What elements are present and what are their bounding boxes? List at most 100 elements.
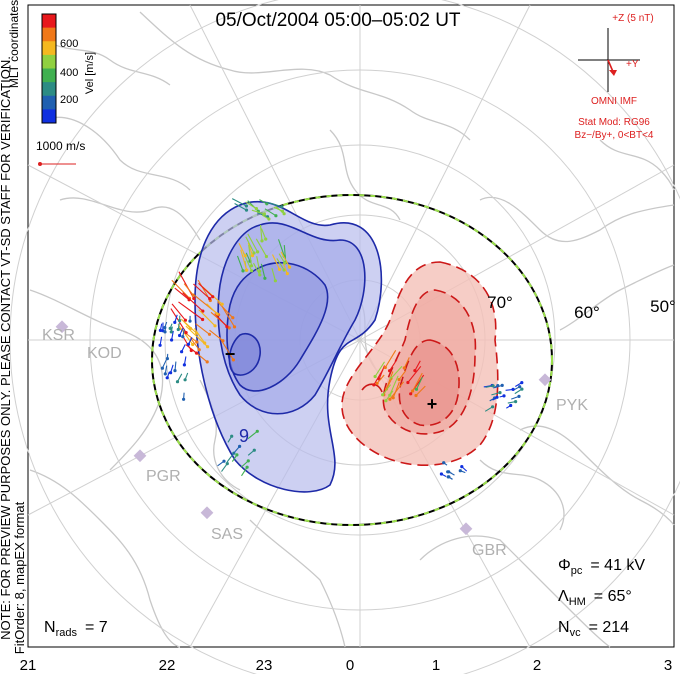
velocity-vector xyxy=(389,375,399,396)
mlt-tick-21: 21 xyxy=(20,657,37,674)
velocity-vector xyxy=(248,244,253,266)
velocity-vector xyxy=(183,283,194,296)
velocity-vector xyxy=(185,325,208,348)
velocity-vector xyxy=(267,201,282,208)
station-label-sas: SAS xyxy=(211,526,243,543)
velocity-vector xyxy=(272,254,280,270)
mlt-tick-3: 3 xyxy=(664,657,672,674)
velocity-vector xyxy=(198,282,214,298)
potential-max-marker: + xyxy=(427,394,438,414)
colorbar-segment xyxy=(42,68,56,83)
mlt-tick-1: 1 xyxy=(432,657,440,674)
velocity-vector xyxy=(178,271,195,299)
velocity-vector xyxy=(374,361,385,377)
velocity-vector xyxy=(169,323,173,329)
velocity-vector xyxy=(511,395,520,400)
velocity-vector xyxy=(373,369,384,386)
station-label-gbr: GBR xyxy=(472,542,507,559)
velocity-vector xyxy=(499,395,505,398)
contour-value-label: 9 xyxy=(239,426,249,446)
negative-cell-core xyxy=(228,333,261,376)
velocity-vector xyxy=(170,364,174,373)
latitude-label-70: 70° xyxy=(487,293,513,312)
negative-potential-cell xyxy=(194,200,383,493)
velocity-vector xyxy=(159,323,163,331)
velocity-vector xyxy=(260,228,267,240)
velocity-vector xyxy=(273,206,283,212)
velocity-vector xyxy=(505,388,514,391)
colorbar-tick-200: 200 xyxy=(60,94,78,106)
stat-phi-pc: Φpc = 41 kV xyxy=(558,557,645,577)
velocity-vector xyxy=(461,466,468,472)
velocity-vector xyxy=(513,386,520,391)
velocity-vector xyxy=(507,401,516,404)
vector-origin xyxy=(169,330,173,334)
velocity-vectors xyxy=(158,198,524,480)
station-marker-sas xyxy=(200,506,214,520)
fit-info: FitOrder: 8, mapEX format xyxy=(12,501,27,654)
velocity-vector xyxy=(384,350,397,368)
vector-origin xyxy=(163,372,167,376)
colorbar-tick-400: 400 xyxy=(60,67,78,79)
velocity-vector xyxy=(247,449,255,456)
latitude-label-50: 50° xyxy=(650,297,676,316)
colorbar-tick-600: 600 xyxy=(60,38,78,50)
velocity-vector xyxy=(182,292,204,312)
velocity-vector xyxy=(491,392,501,396)
velocity-vector xyxy=(278,253,286,264)
velocity-vector xyxy=(260,263,266,279)
velocity-vector xyxy=(460,470,466,474)
velocity-vector xyxy=(415,385,426,396)
velocity-vector xyxy=(407,365,422,383)
mlt-axis: 21 22 23 0 1 2 3 xyxy=(20,657,673,674)
velocity-vector xyxy=(236,255,244,272)
velocity-vector xyxy=(183,356,187,365)
velocity-vector xyxy=(188,337,193,345)
velocity-vector xyxy=(247,430,258,440)
vector-origin xyxy=(176,327,180,332)
velocity-vector xyxy=(183,392,185,400)
colorbar-axis-label: Vel [m/s] xyxy=(84,52,96,94)
velocity-vector xyxy=(283,263,288,274)
velocity-vector xyxy=(255,238,267,257)
stat-n-vc: Nvc = 214 xyxy=(558,619,629,639)
velocity-vector xyxy=(392,381,400,399)
velocity-vector xyxy=(485,385,494,388)
vector-origin xyxy=(181,335,185,339)
velocity-vector xyxy=(514,388,523,395)
preview-watermark: NOTE: FOR PREVIEW PURPOSES ONLY. PLEASE … xyxy=(0,56,13,640)
colorbar-segment xyxy=(42,27,56,42)
velocity-vector xyxy=(181,344,186,352)
velocity-vector xyxy=(234,203,247,211)
station-label-pgr: PGR xyxy=(146,468,181,485)
colorbar-frame xyxy=(41,13,57,124)
velocity-vector xyxy=(164,321,168,328)
velocity-vector xyxy=(414,360,421,371)
velocity-vector xyxy=(256,256,261,272)
velocity-vector xyxy=(264,208,277,217)
velocity-vector xyxy=(271,267,276,281)
hm-boundary-dashes xyxy=(151,194,553,526)
colorbar-segment xyxy=(42,109,56,124)
velocity-vector xyxy=(241,466,248,477)
velocity-vector xyxy=(390,365,403,379)
colorbar-segment xyxy=(42,54,56,70)
velocity-vector xyxy=(178,301,203,320)
velocity-vector xyxy=(174,287,190,301)
velocity-vector xyxy=(389,359,398,372)
velocity-vector xyxy=(221,306,235,328)
velocity-vector xyxy=(280,251,290,268)
velocity-vector xyxy=(185,344,197,354)
velocity-vector xyxy=(412,372,423,392)
velocity-vector xyxy=(195,323,210,335)
velocity-vector xyxy=(171,303,186,321)
imf-by-label: +Y xyxy=(626,59,639,70)
radar-stations: KSR KOD PGR SAS PYK GBR xyxy=(42,320,588,559)
velocity-vector xyxy=(161,359,167,369)
velocity-vector xyxy=(515,382,523,387)
coordinate-system-label: MLT coordinates xyxy=(7,0,21,88)
velocity-vector xyxy=(277,239,285,257)
velocity-vector xyxy=(177,373,183,382)
velocity-vector xyxy=(193,283,211,300)
